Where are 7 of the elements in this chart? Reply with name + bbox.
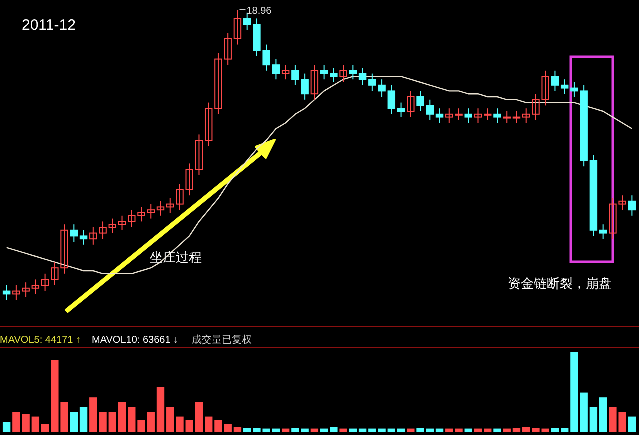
annotation: 成交量已复权 [192, 335, 252, 346]
annotation: MAVOL5: 44171 ↑ [0, 335, 81, 346]
annotation: MAVOL10: 63661 ↓ [92, 335, 179, 346]
annotation: 18.96 [246, 6, 272, 17]
annotation: 资金链断裂，崩盘 [508, 276, 612, 291]
title: 2011-12 [22, 17, 76, 34]
annotation: 坐庄过程 [150, 250, 202, 265]
